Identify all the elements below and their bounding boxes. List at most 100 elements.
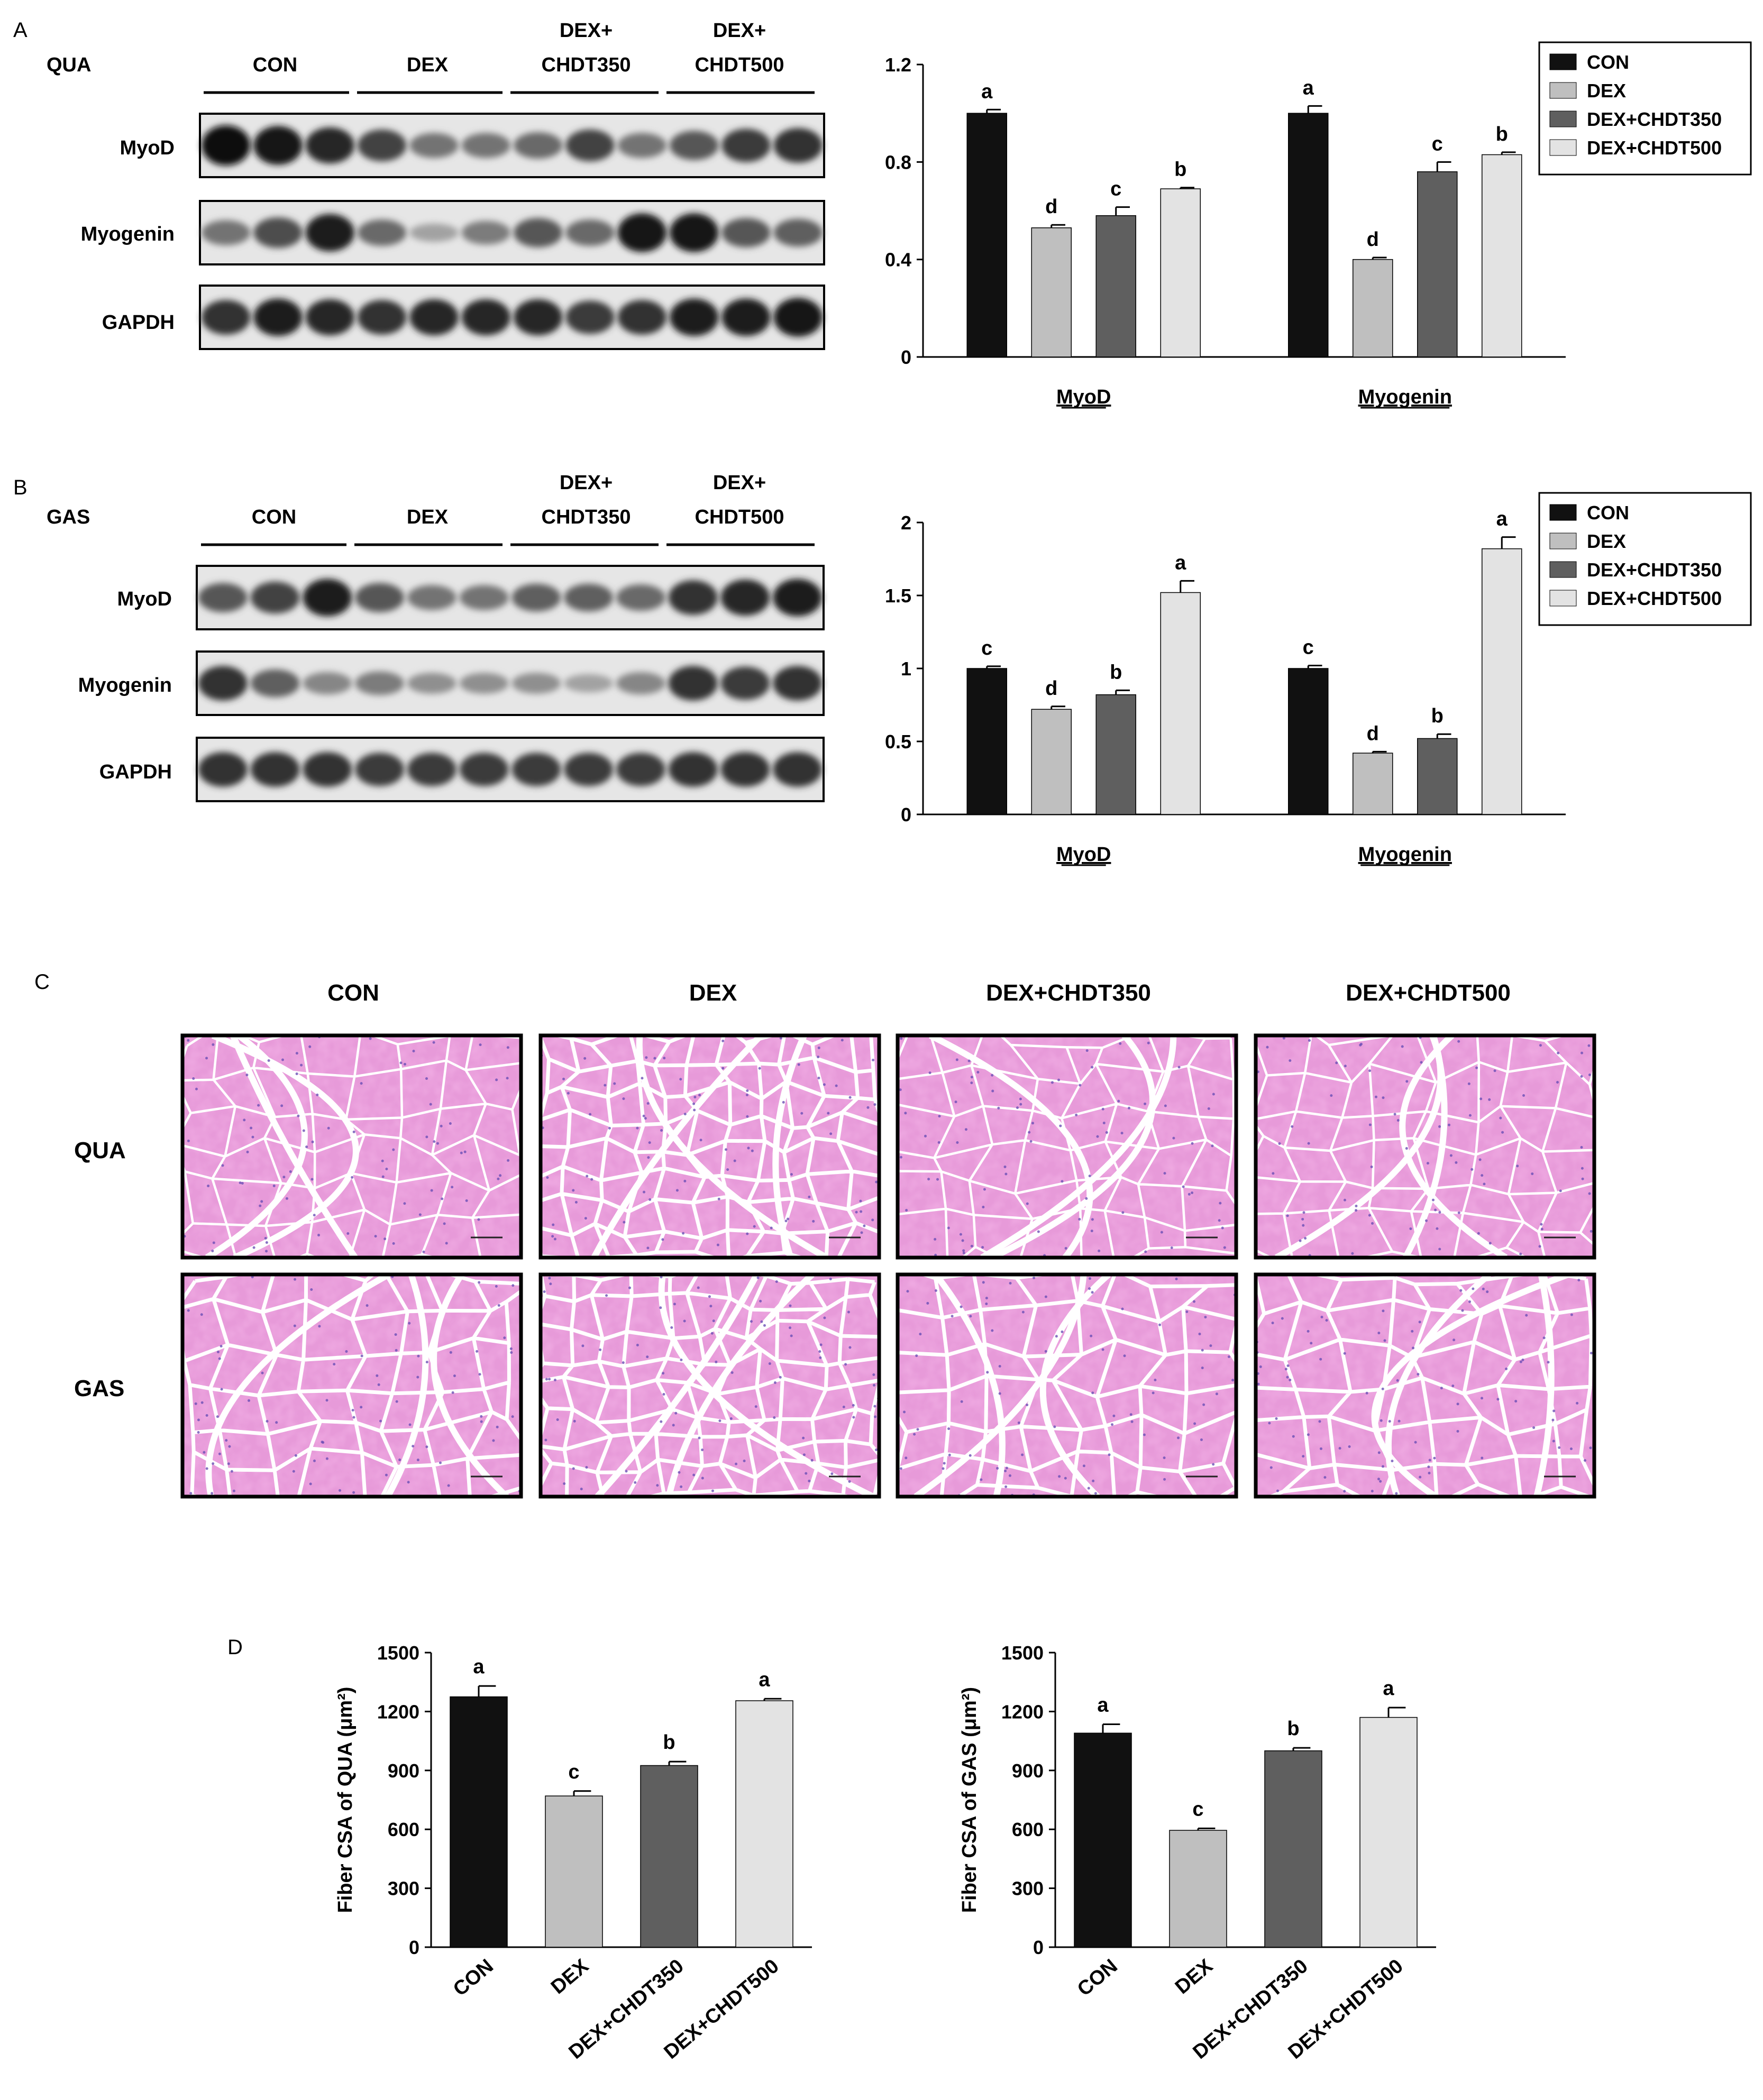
nucleus bbox=[937, 1141, 940, 1144]
nucleus bbox=[779, 1037, 782, 1040]
nucleus bbox=[905, 1456, 908, 1460]
nucleus bbox=[480, 1420, 483, 1423]
blot-band bbox=[407, 753, 456, 786]
nucleus bbox=[425, 1135, 428, 1139]
nucleus bbox=[1144, 1250, 1147, 1253]
nucleus bbox=[1558, 1446, 1561, 1449]
nucleus bbox=[1419, 1475, 1422, 1479]
nucleus bbox=[385, 1167, 388, 1170]
nucleus bbox=[300, 1063, 303, 1067]
nucleus bbox=[730, 1371, 734, 1374]
blot-band bbox=[198, 666, 248, 701]
nucleus bbox=[1368, 1069, 1372, 1072]
nucleus bbox=[1219, 1202, 1222, 1205]
nucleus bbox=[383, 1237, 387, 1241]
group-header: CON bbox=[252, 506, 296, 528]
nucleus bbox=[964, 1128, 967, 1131]
nucleus bbox=[403, 1062, 406, 1066]
nucleus bbox=[1177, 1066, 1181, 1069]
nucleus bbox=[716, 1243, 719, 1246]
significance-letter: d bbox=[1367, 722, 1379, 745]
nucleus bbox=[746, 1232, 749, 1235]
histology-panel: CON DEX DEX+CHDT350 DEX+CHDT500 QUA GAS bbox=[74, 980, 1596, 1499]
nucleus bbox=[495, 1078, 498, 1081]
nucleus bbox=[1455, 1161, 1458, 1164]
category-label: Myogenin bbox=[1358, 843, 1452, 866]
nucleus bbox=[1420, 1061, 1423, 1064]
nucleus bbox=[634, 1481, 637, 1484]
nucleus bbox=[1037, 1230, 1040, 1233]
nucleus bbox=[904, 1112, 907, 1115]
nucleus bbox=[1182, 1185, 1185, 1188]
nucleus bbox=[197, 1431, 200, 1434]
nucleus bbox=[819, 1343, 823, 1346]
nucleus bbox=[866, 1106, 870, 1109]
nucleus bbox=[1021, 1453, 1024, 1456]
nucleus bbox=[246, 1150, 249, 1153]
nucleus bbox=[220, 1388, 223, 1391]
nucleus bbox=[648, 1198, 652, 1201]
nucleus bbox=[948, 1453, 951, 1456]
nucleus bbox=[352, 1416, 355, 1419]
nucleus bbox=[259, 1204, 262, 1207]
significance-letter: a bbox=[1097, 1694, 1109, 1717]
nucleus bbox=[1540, 1223, 1543, 1226]
nucleus bbox=[1016, 1106, 1019, 1109]
bar bbox=[1095, 215, 1136, 357]
histology-row-label: QUA bbox=[74, 1138, 126, 1163]
blot-group-headers-b: CON DEX DEX+ CHDT350 DEX+ CHDT500 bbox=[201, 472, 815, 546]
nucleus bbox=[770, 1226, 773, 1230]
nucleus bbox=[928, 1071, 931, 1075]
significance-letter: d bbox=[1045, 196, 1057, 218]
nucleus bbox=[408, 1322, 411, 1325]
nucleus bbox=[1004, 1485, 1008, 1488]
nucleus bbox=[506, 1077, 509, 1080]
histology-image bbox=[182, 1035, 521, 1258]
nucleus bbox=[497, 1304, 500, 1307]
nucleus bbox=[636, 1343, 639, 1346]
nucleus bbox=[873, 1405, 876, 1408]
nucleus bbox=[417, 1354, 420, 1358]
nucleus bbox=[1223, 1246, 1226, 1249]
nucleus bbox=[1304, 1237, 1307, 1240]
nucleus bbox=[962, 1249, 965, 1252]
blot-band bbox=[668, 752, 718, 787]
nucleus bbox=[1282, 1037, 1285, 1040]
nucleus bbox=[1008, 1474, 1011, 1477]
nucleus bbox=[1580, 1145, 1583, 1149]
nucleus bbox=[546, 1176, 549, 1179]
nucleus bbox=[1172, 1136, 1175, 1140]
nucleus bbox=[1154, 1378, 1157, 1381]
blot-band bbox=[305, 127, 355, 164]
nucleus bbox=[395, 1400, 398, 1403]
nucleus bbox=[812, 1219, 815, 1223]
nucleus bbox=[1044, 1295, 1047, 1298]
nucleus bbox=[643, 1190, 646, 1194]
blot-band bbox=[565, 219, 615, 246]
nucleus bbox=[1414, 1441, 1417, 1444]
nucleus bbox=[1193, 1300, 1196, 1303]
nucleus bbox=[1467, 1082, 1470, 1085]
histology-frame bbox=[1254, 1033, 1596, 1260]
nucleus bbox=[647, 1156, 650, 1159]
nucleus bbox=[1082, 1464, 1085, 1468]
y-axis-label: Fiber CSA of QUA (μm²) bbox=[334, 1687, 357, 1913]
nucleus bbox=[1532, 1426, 1536, 1429]
bar bbox=[1353, 259, 1393, 357]
bar bbox=[1031, 227, 1072, 357]
nucleus bbox=[1475, 1066, 1478, 1069]
nucleus bbox=[873, 1383, 876, 1387]
nucleus bbox=[970, 1244, 973, 1248]
nucleus bbox=[1521, 1359, 1524, 1362]
nucleus bbox=[996, 1466, 999, 1470]
nucleus bbox=[985, 1297, 988, 1300]
nucleus bbox=[729, 1417, 733, 1420]
nucleus bbox=[510, 1351, 513, 1354]
nucleus bbox=[1307, 1329, 1310, 1333]
nucleus bbox=[960, 1305, 963, 1308]
nucleus bbox=[924, 1134, 927, 1138]
nucleus bbox=[660, 1129, 663, 1132]
nucleus bbox=[1120, 1132, 1123, 1135]
nucleus bbox=[252, 1246, 255, 1249]
nucleus bbox=[1581, 1051, 1584, 1054]
